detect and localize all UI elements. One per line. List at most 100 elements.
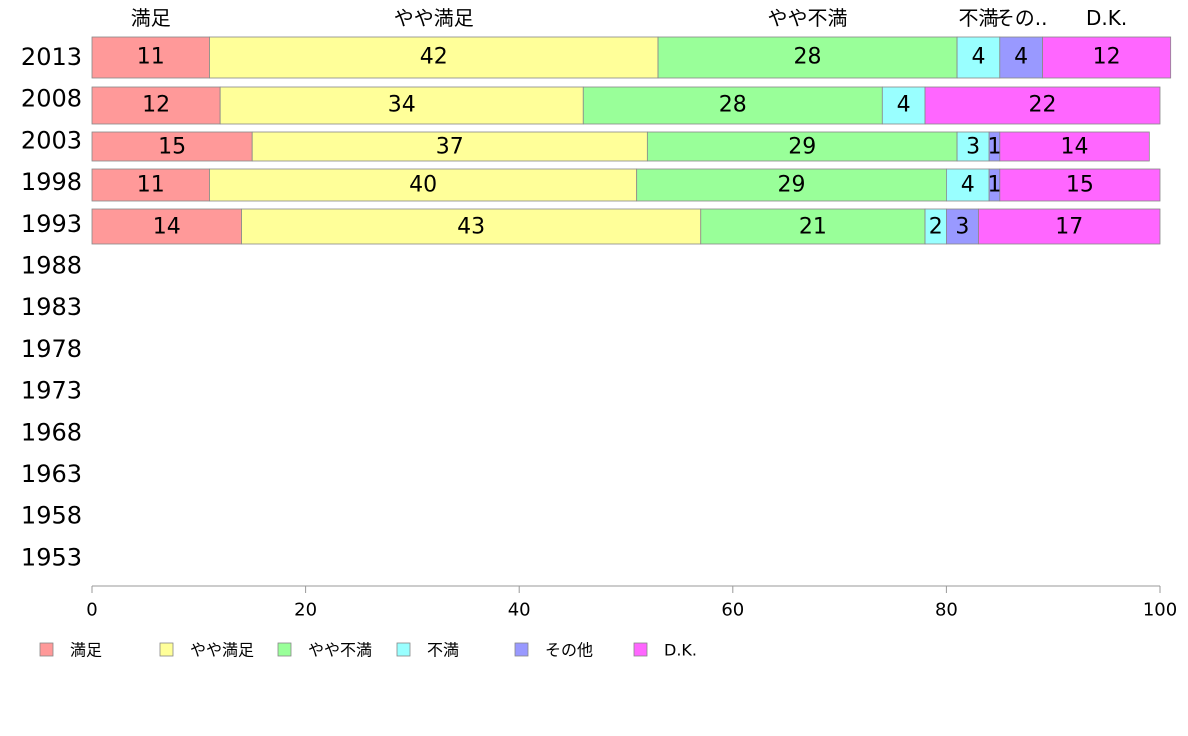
year-label-1973: 1973 (21, 377, 82, 405)
data-label-2013-4: 4 (1014, 45, 1028, 70)
bar-segment-1993-5 (978, 208, 1161, 245)
data-label-1998-2: 29 (778, 173, 806, 198)
data-label-1993-5: 17 (1055, 215, 1083, 240)
bar-segment-1998-1 (209, 168, 638, 202)
top-label-0: 満足 (131, 6, 171, 30)
bar-row-2008: 12 34 28 4 22 (91, 86, 1161, 125)
bar-segment-1998-2 (636, 168, 947, 202)
year-label-1988: 1988 (21, 252, 82, 280)
legend: 満足 やや満足 やや不満 不満 その他 D.K. (39, 641, 697, 660)
data-label-1993-4: 3 (955, 215, 969, 240)
legend-label-1: やや満足 (190, 641, 254, 660)
bar-segment-2003-1 (251, 131, 648, 162)
data-label-1993-0: 14 (153, 215, 181, 240)
top-label-2: やや不満 (768, 6, 848, 30)
year-label-1958: 1958 (21, 502, 82, 530)
year-label-2003: 2003 (21, 126, 82, 154)
legend-swatch-2 (277, 642, 292, 657)
data-label-2013-1: 42 (420, 45, 448, 70)
top-label-5: D.K. (1086, 6, 1127, 30)
legend-item-0: 満足 (39, 641, 102, 660)
data-label-2003-0: 15 (158, 135, 186, 160)
bar-segment-1993-4 (946, 208, 979, 245)
data-label-2008-1: 34 (388, 93, 416, 118)
data-label-2008-0: 12 (142, 93, 170, 118)
bar-segment-2008-0 (91, 86, 221, 125)
data-label-1998-3: 4 (961, 173, 975, 198)
data-label-1998-0: 11 (137, 173, 165, 198)
legend-swatch-0 (39, 642, 54, 657)
bar-segment-2013-5 (1042, 36, 1172, 79)
legend-swatch-4 (514, 642, 529, 657)
top-label-4: その.. (995, 6, 1048, 30)
legend-item-3: 不満 (396, 641, 459, 660)
year-label-1978: 1978 (21, 335, 82, 363)
legend-swatch-1 (159, 642, 174, 657)
x-tick-label-0: 0 (86, 600, 97, 621)
data-label-2013-0: 11 (137, 45, 165, 70)
bar-row-2013: 11 42 28 4 4 12 (91, 36, 1172, 79)
data-label-1993-2: 21 (799, 215, 827, 240)
data-label-1998-4: 1 (987, 173, 1001, 198)
data-label-2003-4: 1 (987, 135, 1001, 160)
bar-segment-2008-1 (219, 86, 584, 125)
data-label-2003-5: 14 (1061, 135, 1089, 160)
legend-label-0: 満足 (70, 641, 102, 660)
year-label-1968: 1968 (21, 418, 82, 446)
x-axis: 0 20 40 60 80 100 (86, 585, 1177, 621)
bar-segment-2008-3 (881, 86, 926, 125)
bar-segment-2013-0 (91, 36, 210, 79)
data-label-2003-1: 37 (436, 135, 464, 160)
data-label-2013-3: 4 (971, 45, 985, 70)
legend-swatch-5 (633, 642, 648, 657)
legend-label-2: やや不満 (308, 641, 372, 660)
data-label-2008-3: 4 (897, 93, 911, 118)
data-label-2013-5: 12 (1093, 45, 1121, 70)
x-tick-label-60: 60 (721, 600, 744, 621)
year-label-1983: 1983 (21, 293, 82, 321)
year-label-1998: 1998 (21, 168, 82, 196)
bar-segment-1993-2 (700, 208, 926, 245)
legend-item-1: やや満足 (159, 641, 254, 660)
year-label-1953: 1953 (21, 543, 82, 571)
data-label-1998-5: 15 (1066, 173, 1094, 198)
legend-item-2: やや不満 (277, 641, 372, 660)
data-label-2003-3: 3 (966, 135, 980, 160)
bar-segment-2003-2 (646, 131, 958, 162)
x-tick-label-40: 40 (508, 600, 531, 621)
data-label-2008-2: 28 (719, 93, 747, 118)
year-labels: 2013 2008 2003 1998 1993 1988 1983 1978 1973 1968… (21, 43, 82, 571)
data-label-1993-3: 2 (929, 215, 943, 240)
year-label-1993: 1993 (21, 210, 82, 238)
bar-segment-2003-5 (999, 131, 1150, 162)
bar-segment-2013-2 (657, 36, 958, 79)
legend-label-3: 不満 (427, 641, 459, 660)
bar-segment-2013-1 (209, 36, 659, 79)
year-label-2013: 2013 (21, 43, 82, 71)
bar-segment-1993-1 (241, 208, 702, 245)
legend-item-4: その他 (514, 641, 593, 660)
top-label-3: 不満 (958, 6, 998, 30)
bar-segment-2013-4 (999, 36, 1043, 79)
bar-segment-1998-5 (999, 168, 1161, 202)
bar-row-1998: 11 40 29 4 1 15 (91, 168, 1161, 202)
legend-label-4: その他 (545, 641, 593, 660)
data-label-2013-2: 28 (794, 45, 822, 70)
data-label-1998-1: 40 (409, 173, 437, 198)
bar-row-1993: 14 43 21 2 3 17 (91, 208, 1161, 245)
bar-row-2003: 15 37 29 3 1 14 (91, 131, 1150, 162)
top-label-1: やや満足 (394, 6, 474, 30)
legend-swatch-3 (396, 642, 411, 657)
data-label-1993-1: 43 (457, 215, 485, 240)
bar-segment-1993-0 (91, 208, 242, 245)
bar-segment-2008-2 (582, 86, 883, 125)
x-tick-label-80: 80 (935, 600, 958, 621)
x-tick-label-20: 20 (294, 600, 317, 621)
data-label-2003-2: 29 (788, 135, 816, 160)
bar-segment-2003-0 (91, 131, 253, 162)
year-label-2008: 2008 (21, 85, 82, 113)
data-label-2008-5: 22 (1029, 93, 1057, 118)
